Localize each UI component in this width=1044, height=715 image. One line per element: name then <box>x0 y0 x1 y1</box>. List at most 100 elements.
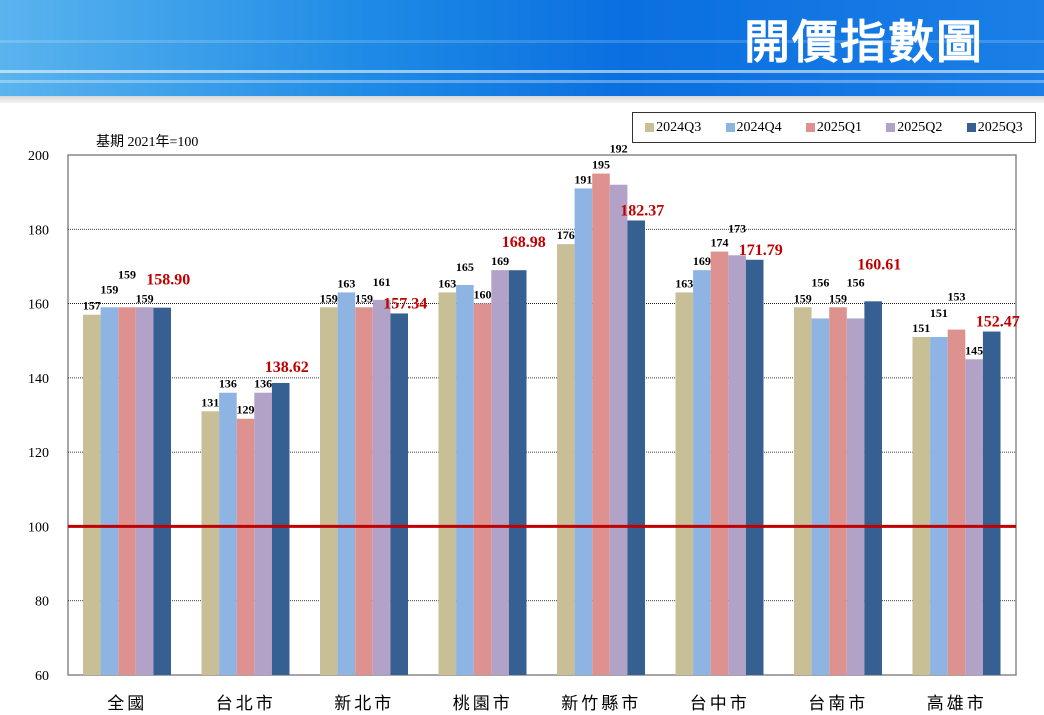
legend-item: 2024Q4 <box>725 119 782 136</box>
bar-2025Q1 <box>118 307 136 675</box>
bar-2024Q3 <box>438 292 457 675</box>
data-label: 159 <box>320 291 338 305</box>
data-label: 145 <box>965 343 983 357</box>
bar-2024Q4 <box>100 307 119 675</box>
legend-label: 2025Q1 <box>816 119 863 135</box>
bar-2025Q2 <box>965 359 983 675</box>
bar-2024Q4 <box>456 285 474 675</box>
data-label: 158.90 <box>146 272 190 289</box>
x-tick-label: 台北市 <box>216 694 276 714</box>
data-label: 165 <box>456 260 474 274</box>
legend-item: 2025Q3 <box>966 119 1023 136</box>
legend-swatch <box>886 123 896 132</box>
y-tick-label: 120 <box>28 446 49 461</box>
data-label: 163 <box>438 276 456 290</box>
bar-2025Q3 <box>508 270 527 675</box>
legend: 2024Q3 2024Q4 2025Q1 2025Q2 2025Q3 <box>632 112 1036 143</box>
bar-2025Q1 <box>592 173 610 676</box>
page-title: 開價指數圖 <box>744 15 984 69</box>
bar-2025Q2 <box>254 392 272 675</box>
data-label: 191 <box>574 172 592 186</box>
data-label: 176 <box>557 228 575 242</box>
legend-label: 2025Q3 <box>977 119 1023 135</box>
bar-2025Q3 <box>745 259 764 675</box>
bar-2025Q3 <box>153 307 171 675</box>
bar-2025Q2 <box>846 318 865 675</box>
data-label: 169 <box>491 254 509 268</box>
bar-2025Q2 <box>609 184 628 675</box>
bar-2025Q1 <box>947 329 966 675</box>
data-label: 159 <box>118 267 136 281</box>
bar-2024Q4 <box>930 337 948 675</box>
data-label: 192 <box>610 142 628 156</box>
x-tick-label: 新竹縣市 <box>561 694 641 714</box>
legend-swatch <box>645 123 655 132</box>
x-tick-label: 全國 <box>107 694 147 714</box>
data-label: 159 <box>829 291 847 305</box>
data-label: 153 <box>948 290 966 304</box>
bar-2025Q3 <box>390 313 408 675</box>
data-label: 171.79 <box>739 242 783 259</box>
bar-2025Q1 <box>236 418 255 675</box>
bar-2025Q1 <box>473 303 492 675</box>
bar-2025Q2 <box>728 255 746 676</box>
bar-2025Q2 <box>135 307 154 675</box>
bar-2025Q3 <box>982 331 1001 675</box>
legend-swatch <box>725 123 735 132</box>
bar-2024Q4 <box>811 318 830 675</box>
legend-label: 2024Q4 <box>736 119 782 135</box>
bar-2024Q3 <box>201 411 220 675</box>
y-tick-label: 180 <box>28 223 49 238</box>
data-label: 152.47 <box>976 314 1020 331</box>
bar-2025Q3 <box>271 382 290 675</box>
data-label: 151 <box>912 321 930 335</box>
data-label: 169 <box>693 254 711 268</box>
bar-2025Q3 <box>627 220 645 675</box>
data-label: 173 <box>728 221 746 235</box>
header-banner: 開價指數圖 <box>0 0 1044 96</box>
legend-label: 2024Q3 <box>656 119 702 135</box>
data-label: 129 <box>237 403 255 417</box>
legend-item: 2024Q3 <box>645 120 701 136</box>
y-tick-label: 140 <box>28 372 49 387</box>
data-label: 195 <box>592 158 610 172</box>
data-label: 159 <box>355 291 373 305</box>
bar-2025Q2 <box>372 299 391 675</box>
data-label: 182.37 <box>620 202 664 219</box>
bar-chart: 60 80 100 120 140 160 180 200 全國 台北市 新北市 桃園市 新竹縣市 台中市… <box>28 142 1020 714</box>
bar-2024Q4 <box>219 392 237 675</box>
data-label: 131 <box>201 395 219 409</box>
divider <box>0 96 1044 103</box>
data-label: 136 <box>219 377 237 391</box>
bar-2024Q4 <box>337 292 356 675</box>
data-label: 160 <box>474 288 492 302</box>
y-tick-label: 200 <box>28 149 49 164</box>
base-period-label: 基期 2021年=100 <box>96 135 199 150</box>
data-label: 163 <box>675 276 693 290</box>
bar-2025Q2 <box>491 270 509 675</box>
data-label: 156 <box>847 275 865 289</box>
bar-2024Q4 <box>574 188 593 675</box>
legend-item: 2025Q2 <box>886 120 942 136</box>
legend-label: 2025Q2 <box>897 119 943 135</box>
legend-swatch <box>805 123 815 132</box>
data-label: 151 <box>930 306 948 320</box>
y-tick-label: 80 <box>35 595 49 610</box>
data-label: 138.62 <box>265 359 309 376</box>
data-label: 157 <box>83 299 101 313</box>
y-tick-label: 60 <box>35 669 49 684</box>
x-tick-label: 新北市 <box>334 694 394 714</box>
bar-2024Q3 <box>557 244 575 675</box>
x-tick-label: 台中市 <box>690 694 750 714</box>
bar-2025Q3 <box>864 301 882 675</box>
x-tick-label: 桃園市 <box>453 694 513 714</box>
legend-item: 2025Q1 <box>805 119 863 136</box>
bar-2025Q1 <box>829 307 847 675</box>
bar-2024Q3 <box>794 307 812 675</box>
bar-2024Q3 <box>912 337 931 675</box>
data-label: 157.34 <box>383 295 427 312</box>
data-label: 160.61 <box>857 256 901 273</box>
x-tick-label: 高雄市 <box>927 694 987 714</box>
legend-swatch <box>966 123 976 132</box>
data-label: 168.98 <box>502 234 546 251</box>
